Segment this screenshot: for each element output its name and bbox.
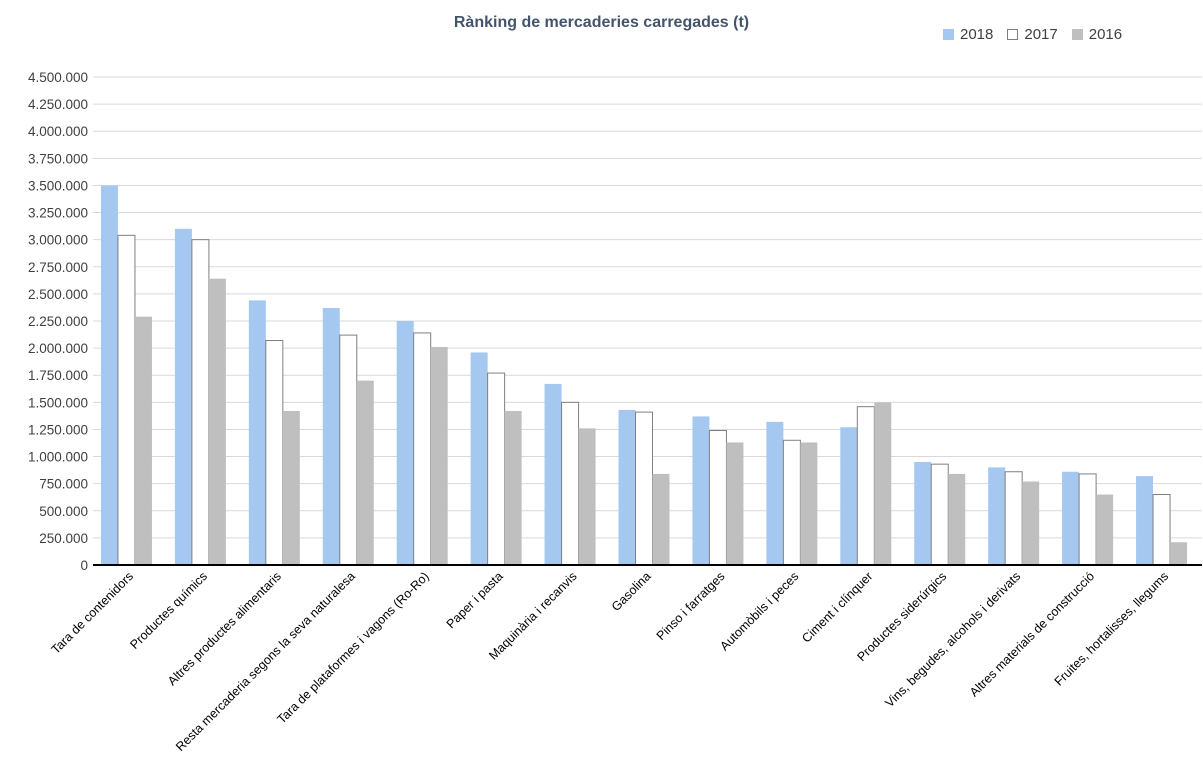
y-tick-label: 2.750.000 xyxy=(28,260,88,275)
bar-2018 xyxy=(100,185,118,565)
y-tick-label: 1.000.000 xyxy=(28,450,88,465)
x-tick-label: Pinso i farratges xyxy=(654,569,728,643)
bar-2016 xyxy=(1022,481,1040,565)
bar-2017 xyxy=(856,406,875,566)
bar-2017 xyxy=(561,401,580,566)
legend-swatch-2016 xyxy=(1071,29,1083,40)
y-tick-label: 500.000 xyxy=(39,504,88,519)
bar-2018 xyxy=(618,409,636,565)
y-tick-label: 750.000 xyxy=(39,477,88,492)
bar-2017 xyxy=(117,234,136,566)
y-tick-label: 3.250.000 xyxy=(28,206,88,221)
bar-2016 xyxy=(504,411,522,565)
bar-2018 xyxy=(914,461,932,565)
bar-2016 xyxy=(874,402,892,565)
y-tick-label: 3.750.000 xyxy=(28,151,88,166)
bar-2017 xyxy=(708,430,727,566)
bar-2016 xyxy=(948,473,966,565)
y-tick-label: 0 xyxy=(80,558,88,573)
y-tick-label: 4.500.000 xyxy=(28,70,88,85)
y-tick-label: 1.500.000 xyxy=(28,395,88,410)
bar-2018 xyxy=(470,352,488,565)
bar-2018 xyxy=(840,427,858,565)
bar-2017 xyxy=(930,463,949,566)
bar-2016 xyxy=(1096,494,1114,565)
bar-2018 xyxy=(396,321,414,565)
x-tick-label: Altres materials de construcció xyxy=(967,569,1097,699)
bar-2017 xyxy=(1152,494,1171,566)
y-tick-label: 3.500.000 xyxy=(28,178,88,193)
bar-2018 xyxy=(1062,471,1080,565)
bar-2018 xyxy=(766,421,784,565)
y-tick-label: 4.000.000 xyxy=(28,124,88,139)
x-tick-label: Vins, begudes, alcohols i derivats xyxy=(882,569,1023,710)
bar-2018 xyxy=(248,300,266,565)
x-tick-label: Tara de contenidors xyxy=(49,569,137,657)
bar-2017 xyxy=(1078,473,1097,566)
bar-2016 xyxy=(800,442,818,565)
y-tick-label: 4.250.000 xyxy=(28,97,88,112)
bar-2016 xyxy=(430,347,448,565)
y-tick-label: 2.000.000 xyxy=(28,341,88,356)
bar-2016 xyxy=(134,316,152,565)
y-tick-label: 2.250.000 xyxy=(28,314,88,329)
legend-item-2017: 2017 xyxy=(1007,26,1058,43)
legend-item-2018: 2018 xyxy=(943,26,993,43)
bar-2017 xyxy=(487,372,506,566)
bar-2017 xyxy=(265,340,284,566)
y-tick-label: 1.250.000 xyxy=(28,422,88,437)
bar-2017 xyxy=(191,239,210,566)
y-tick-label: 3.000.000 xyxy=(28,233,88,248)
x-tick-label: Tara de plataformes i vagons (Ro-Ro) xyxy=(275,569,432,726)
legend-item-2016: 2016 xyxy=(1071,26,1123,43)
x-tick-label: Gasolina xyxy=(609,569,654,614)
bar-2016 xyxy=(578,428,596,565)
bar-2018 xyxy=(174,228,192,566)
bar-2016 xyxy=(726,442,744,565)
bar-2016 xyxy=(282,411,300,565)
bar-2016 xyxy=(356,380,374,565)
bar-2017 xyxy=(635,411,653,566)
bar-2017 xyxy=(413,332,432,566)
chart-title: Rànking de mercaderies carregades (t) xyxy=(453,14,750,31)
legend-label-2018: 2018 xyxy=(960,26,994,43)
x-tick-label: Ciment i clínquer xyxy=(799,569,875,645)
x-tick-label: Paper i pasta xyxy=(444,569,506,631)
bar-2018 xyxy=(544,383,562,565)
bar-2018 xyxy=(1136,476,1154,565)
legend-label-2017: 2017 xyxy=(1024,26,1058,43)
legend-swatch-2017 xyxy=(1007,29,1019,40)
bar-2018 xyxy=(322,307,340,565)
legend-label-2016: 2016 xyxy=(1088,26,1123,43)
legend-swatch-2018 xyxy=(943,29,954,40)
x-tick-label: Automòbils i peces xyxy=(717,569,801,653)
bar-2017 xyxy=(782,439,801,566)
y-tick-label: 1.750.000 xyxy=(28,368,88,383)
bar-2018 xyxy=(988,467,1006,565)
x-tick-label: Productes químics xyxy=(127,569,210,652)
bar-2017 xyxy=(339,334,358,566)
bar-2016 xyxy=(652,473,670,565)
y-tick-label: 250.000 xyxy=(39,531,88,546)
bar-2016 xyxy=(208,278,226,565)
y-tick-label: 2.500.000 xyxy=(28,287,88,302)
legend: 2018 2017 2016 xyxy=(943,26,1122,43)
bar-2018 xyxy=(692,416,710,565)
bar-2016 xyxy=(1170,542,1188,565)
bar-2017 xyxy=(1004,471,1023,566)
